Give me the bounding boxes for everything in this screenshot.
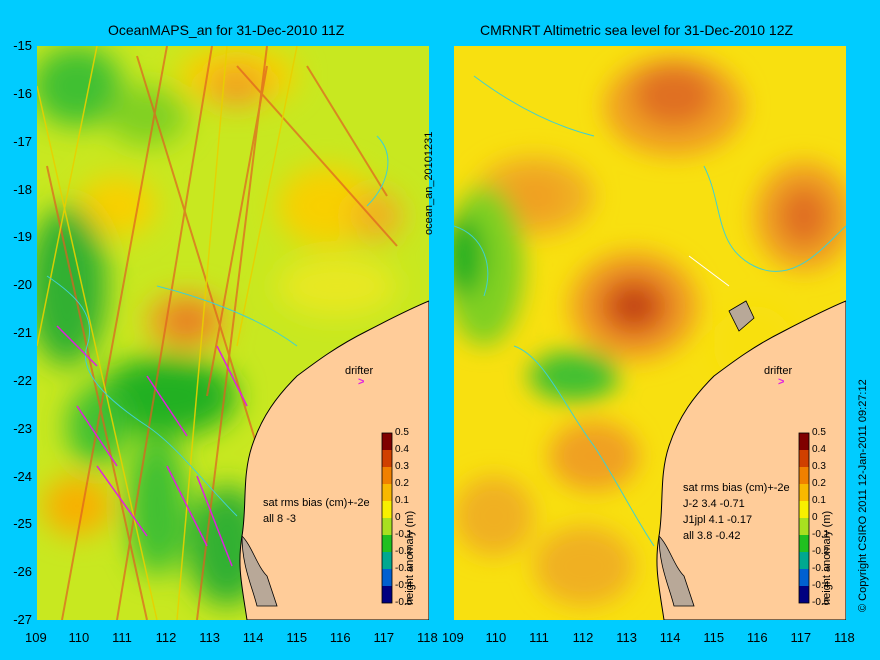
x-tick-label: 118 xyxy=(834,630,855,645)
left-map-canvas xyxy=(37,46,429,620)
left-colorbar-title: height anomaly (m) xyxy=(404,510,416,605)
left-map-title: OceanMAPS_an for 31-Dec-2010 11Z xyxy=(108,22,345,38)
y-tick-label: -24 xyxy=(13,468,32,484)
colorbar-tick-label: 0.5 xyxy=(395,427,409,438)
left-drifter-label: drifter xyxy=(345,365,374,377)
left-map-panel xyxy=(37,46,429,620)
colorbar-tick-label: 0.2 xyxy=(395,478,409,489)
colorbar-tick-label: -0.5 xyxy=(395,597,413,608)
y-tick-label: -17 xyxy=(13,133,32,149)
left-colorbar xyxy=(381,432,393,604)
colorbar-tick-label: 0.4 xyxy=(395,444,409,455)
colorbar-tick-label: 0.2 xyxy=(812,478,826,489)
x-tick-label: 118 xyxy=(417,630,438,645)
x-tick-label: 113 xyxy=(616,630,637,645)
x-tick-label: 110 xyxy=(485,630,507,645)
y-tick-label: -16 xyxy=(13,85,32,101)
x-tick-label: 109 xyxy=(25,630,47,645)
right-colorbar xyxy=(798,432,810,604)
x-tick-label: 109 xyxy=(442,630,464,645)
x-tick-label: 111 xyxy=(529,630,549,645)
x-tick-label: 117 xyxy=(790,630,812,645)
y-tick-label: -20 xyxy=(13,277,32,293)
colorbar-tick-label: -0.4 xyxy=(395,580,413,591)
y-tick-label: -18 xyxy=(13,181,32,197)
x-tick-label: 113 xyxy=(199,630,220,645)
right-stats-line-2: J1jpl 4.1 -0.17 xyxy=(683,514,753,526)
colorbar-tick-label: 0.1 xyxy=(812,495,826,506)
left-drifter-arrow-icon: > xyxy=(358,376,365,388)
right-map-canvas xyxy=(454,46,846,620)
right-stats-line-3: all 3.8 -0.42 xyxy=(683,530,741,542)
colorbar-tick-label: -0.5 xyxy=(812,597,830,608)
y-tick-label: -21 xyxy=(13,325,32,340)
right-drifter-label: drifter xyxy=(764,365,793,377)
x-tick-label: 117 xyxy=(373,630,395,645)
colorbar-tick-label: 0 xyxy=(395,512,401,523)
colorbar-tick-label: -0.1 xyxy=(812,529,830,540)
colorbar-tick-label: 0.5 xyxy=(812,427,826,438)
right-stats-line-1: J-2 3.4 -0.71 xyxy=(683,498,745,510)
colorbar-tick-label: -0.3 xyxy=(395,563,413,574)
right-map-panel xyxy=(454,46,846,620)
right-colorbar-title: height anomaly (m) xyxy=(821,510,833,605)
colorbar-tick-label: 0.3 xyxy=(395,461,409,472)
x-tick-label: 116 xyxy=(746,630,768,645)
y-tick-label: -23 xyxy=(13,420,32,436)
x-tick-label: 114 xyxy=(659,630,681,645)
colorbar-tick-label: 0.3 xyxy=(812,461,826,472)
x-tick-label: 110 xyxy=(68,630,90,645)
colorbar-tick-label: -0.2 xyxy=(395,546,413,557)
colorbar-tick-label: -0.4 xyxy=(812,580,830,591)
colorbar-tick-label: -0.1 xyxy=(395,529,413,540)
y-tick-label: -25 xyxy=(13,516,32,532)
run-id-label: ocean_an_20101231 xyxy=(423,131,435,235)
x-tick-label: 116 xyxy=(329,630,351,645)
y-tick-label: -27 xyxy=(13,612,32,627)
right-map-title: CMRNRT Altimetric sea level for 31-Dec-2… xyxy=(480,22,794,38)
left-stats-line: all 8 -3 xyxy=(263,513,297,525)
colorbar-tick-label: 0.4 xyxy=(812,444,826,455)
x-tick-label: 114 xyxy=(242,630,264,645)
x-tick-label: 115 xyxy=(703,630,725,645)
left-stats-header: sat rms bias (cm)+-2e xyxy=(263,497,370,509)
right-stats-header: sat rms bias (cm)+-2e xyxy=(683,482,790,494)
y-tick-label: -19 xyxy=(13,229,32,245)
x-tick-label: 111 xyxy=(112,630,132,645)
right-drifter-arrow-icon: > xyxy=(778,376,785,388)
copyright-label: © Copyright CSIRO 2011 12-Jan-2011 09:27… xyxy=(857,379,869,612)
y-tick-label: -26 xyxy=(13,564,32,580)
colorbar-tick-label: 0 xyxy=(812,512,818,523)
y-tick-label: -22 xyxy=(13,372,32,388)
colorbar-tick-label: 0.1 xyxy=(395,495,409,506)
colorbar-tick-label: -0.3 xyxy=(812,563,830,574)
x-tick-label: 115 xyxy=(286,630,308,645)
y-tick-label: -15 xyxy=(13,38,32,53)
x-tick-label: 112 xyxy=(572,630,594,645)
colorbar-tick-label: -0.2 xyxy=(812,546,830,557)
x-tick-label: 112 xyxy=(155,630,177,645)
